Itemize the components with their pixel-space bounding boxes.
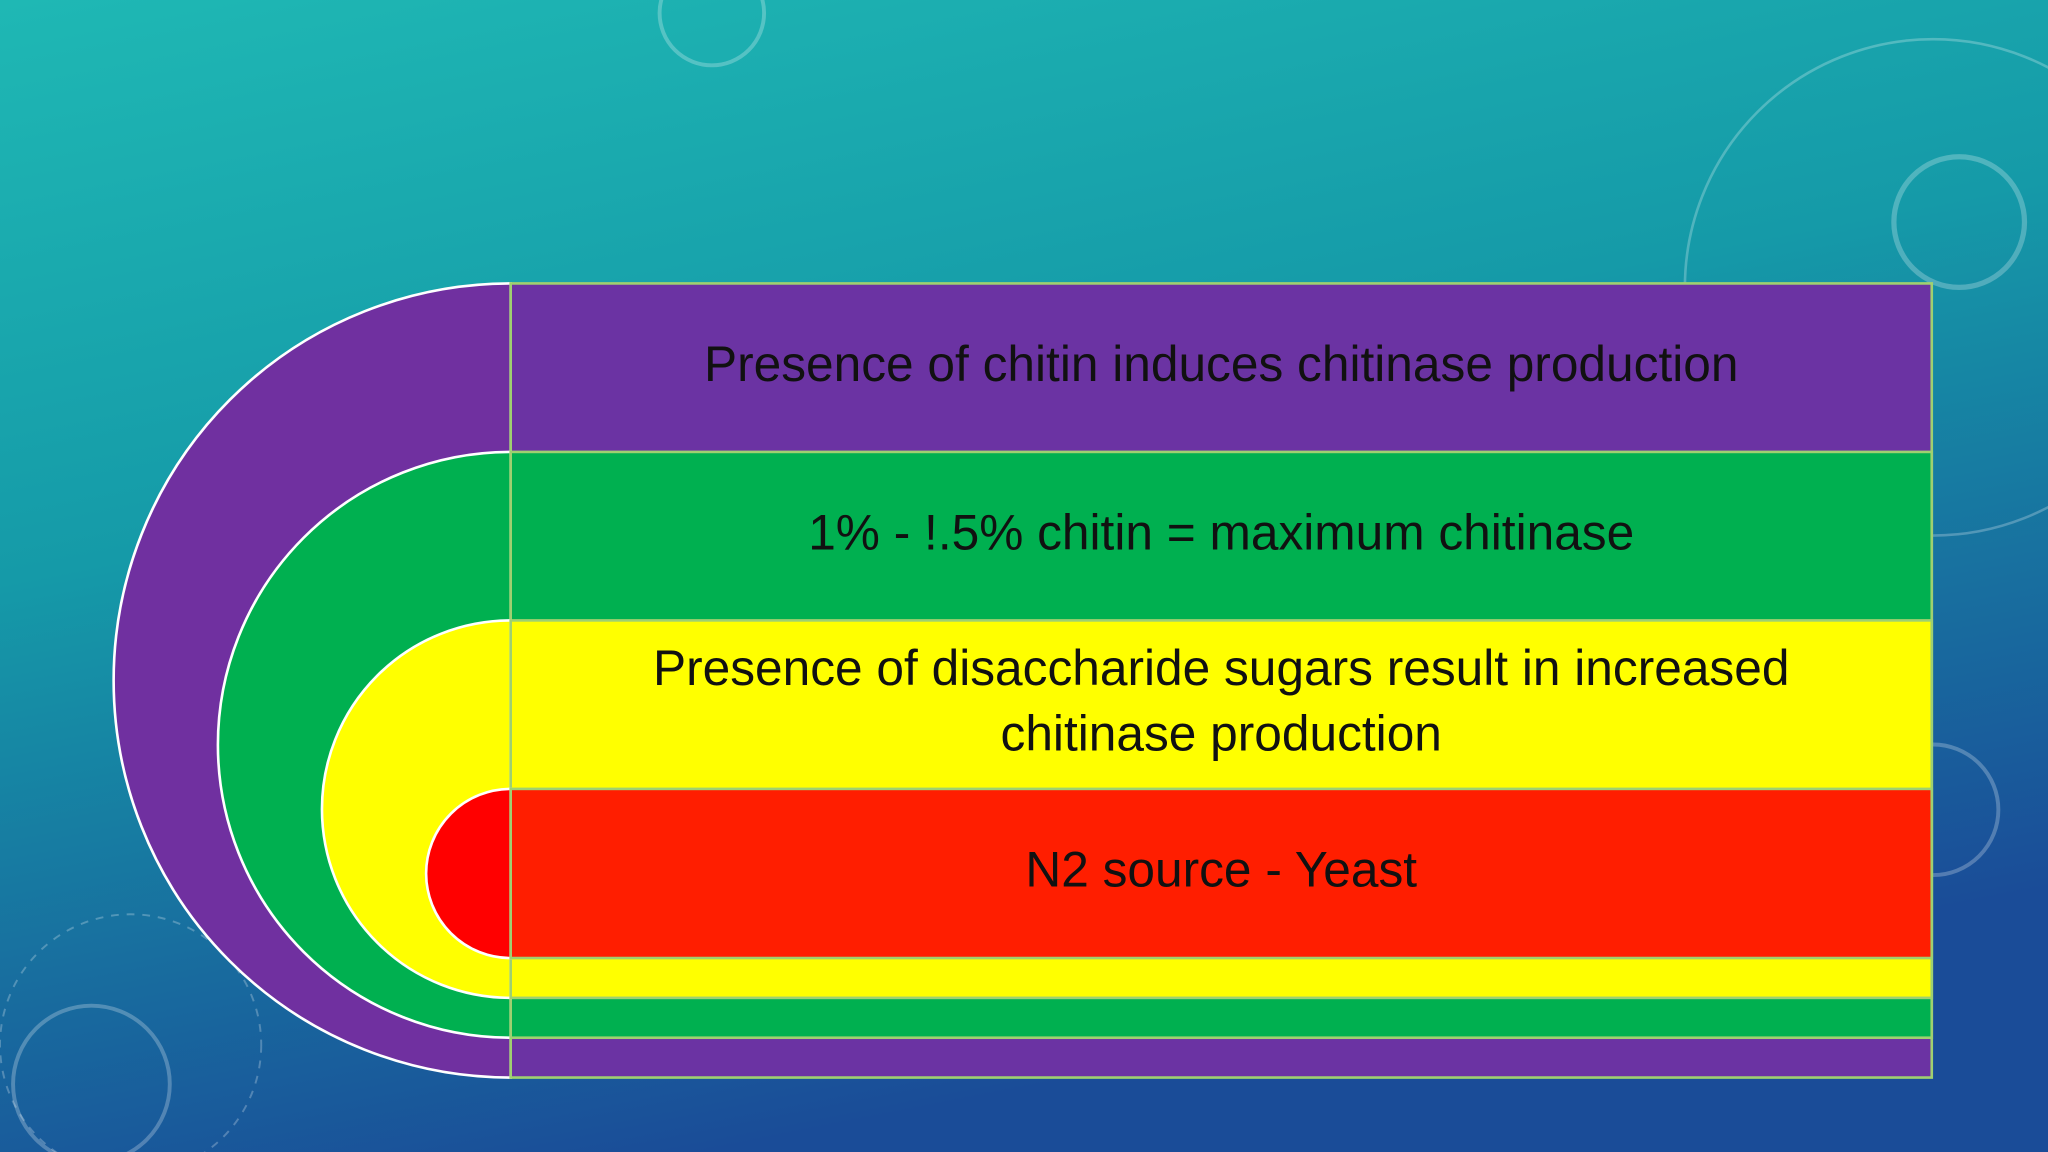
item-text: Presence of disaccharide sugars result i… [653, 640, 1789, 696]
band [509, 787, 1934, 960]
layers: Presence of chitin induces chitinase pro… [112, 282, 1934, 1079]
arc-segment [424, 787, 512, 960]
item-text: chitinase production [1001, 705, 1442, 761]
item-text: N2 source - Yeast [1025, 841, 1417, 897]
item-text: Presence of chitin induces chitinase pro… [704, 336, 1738, 392]
item-text: 1% - !.5% chitin = maximum chitinase [808, 504, 1634, 560]
